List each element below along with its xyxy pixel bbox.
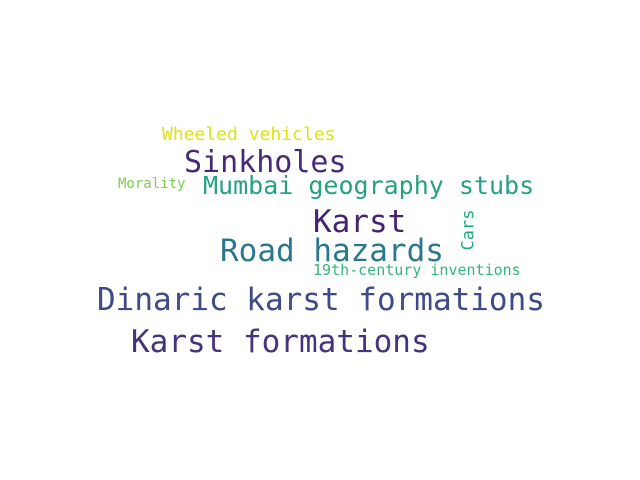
word-morality: Morality (118, 176, 186, 192)
word-dinaric-karst-formations: Dinaric karst formations (97, 282, 545, 318)
word-mumbai-geography-stubs: Mumbai geography stubs (203, 171, 535, 200)
word-19th-century-inventions: 19th-century inventions (313, 261, 521, 279)
word-sinkholes: Sinkholes (184, 145, 347, 180)
word-wheeled-vehicles: Wheeled vehicles (162, 124, 336, 145)
word-road-hazards: Road hazards (220, 233, 444, 269)
word-karst: Karst (313, 204, 407, 240)
word-cars: Cars (458, 209, 479, 251)
word-karst-formations: Karst formations (131, 324, 430, 360)
